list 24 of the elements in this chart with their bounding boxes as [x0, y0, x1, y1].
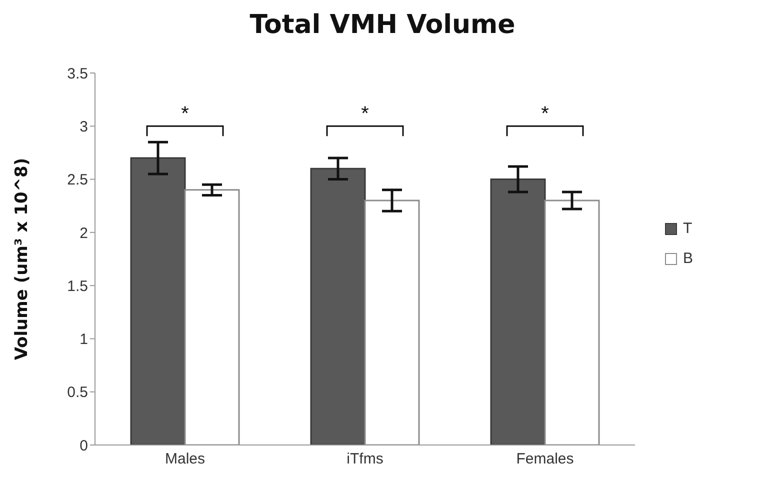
y-axis-title: Volume (um³ x 10^8): [12, 158, 32, 360]
legend-label: T: [683, 218, 692, 238]
y-tick-label: 3: [80, 118, 88, 136]
y-tick-label: 1: [80, 331, 88, 348]
x-tick-label: iTfms: [346, 450, 384, 468]
chart-title: Total VMH Volume: [248, 10, 516, 40]
y-tick-label: 2: [80, 224, 88, 242]
y-tick-label: 0: [80, 437, 88, 454]
annotation: *: [541, 103, 550, 126]
y-tick-label: 1.5: [67, 278, 88, 295]
bar: [310, 168, 366, 445]
annotation: *: [181, 103, 190, 126]
x-tick-label: Males: [164, 450, 206, 468]
bar: [490, 178, 546, 445]
bar: [364, 200, 420, 445]
annotation: *: [361, 103, 370, 126]
bar: [184, 189, 240, 445]
x-tick-label: Females: [516, 450, 574, 468]
bar: [544, 200, 600, 445]
y-tick-label: 3.5: [67, 65, 88, 82]
legend-label: B: [683, 248, 694, 268]
bar: [130, 157, 186, 445]
y-tick-label: 0.5: [67, 384, 88, 402]
y-tick-label: 2.5: [67, 172, 88, 189]
